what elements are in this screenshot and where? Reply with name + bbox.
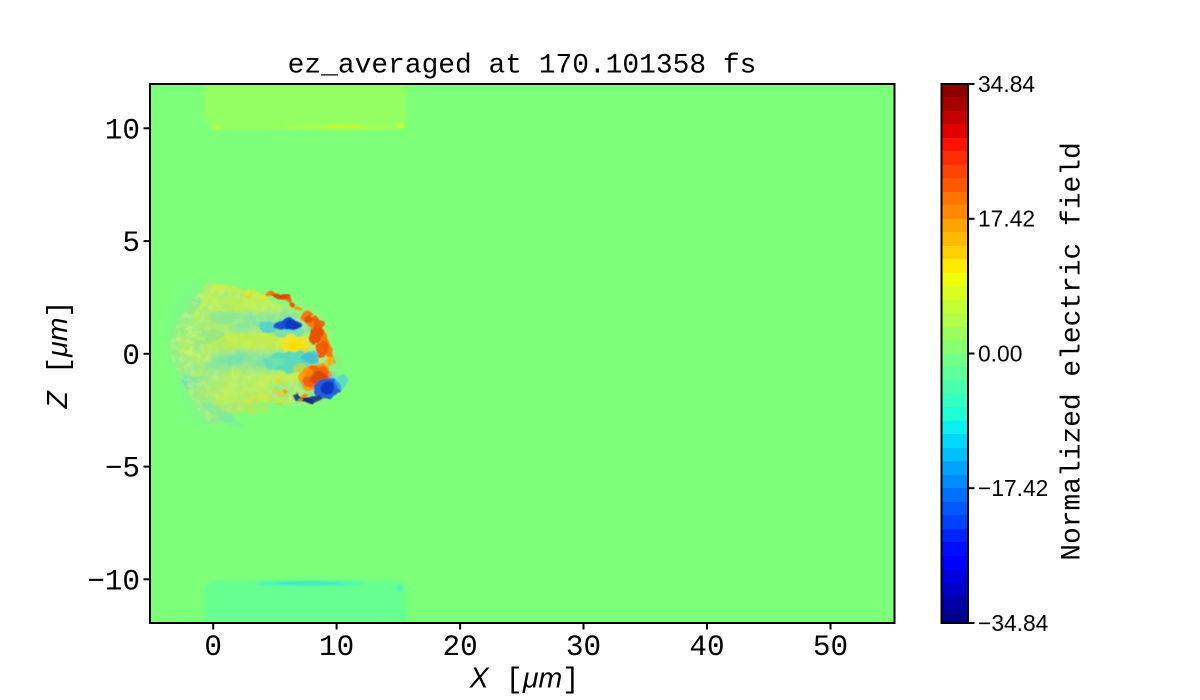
svg-text:34.84: 34.84 bbox=[978, 71, 1035, 97]
svg-text:Z [μm]: Z [μm] bbox=[42, 300, 76, 409]
svg-text:Normalized electric field: Normalized electric field bbox=[1058, 142, 1089, 560]
svg-text:10: 10 bbox=[105, 114, 140, 147]
svg-text:50: 50 bbox=[813, 631, 848, 664]
svg-text:17.42: 17.42 bbox=[978, 206, 1035, 232]
svg-text:5: 5 bbox=[122, 227, 140, 260]
svg-text:−5: −5 bbox=[105, 453, 140, 486]
svg-text:30: 30 bbox=[566, 631, 601, 664]
svg-text:−10: −10 bbox=[87, 565, 140, 598]
svg-text:ez_averaged at 170.101358 fs: ez_averaged at 170.101358 fs bbox=[288, 51, 757, 82]
svg-text:40: 40 bbox=[689, 631, 724, 664]
svg-text:−17.42: −17.42 bbox=[978, 475, 1048, 501]
svg-text:0: 0 bbox=[204, 631, 222, 664]
svg-text:X [μm]: X [μm] bbox=[469, 663, 580, 697]
svg-text:0: 0 bbox=[122, 340, 140, 373]
svg-text:20: 20 bbox=[443, 631, 478, 664]
svg-text:−34.84: −34.84 bbox=[978, 610, 1049, 636]
svg-text:10: 10 bbox=[319, 631, 354, 664]
svg-text:0.00: 0.00 bbox=[978, 340, 1022, 366]
